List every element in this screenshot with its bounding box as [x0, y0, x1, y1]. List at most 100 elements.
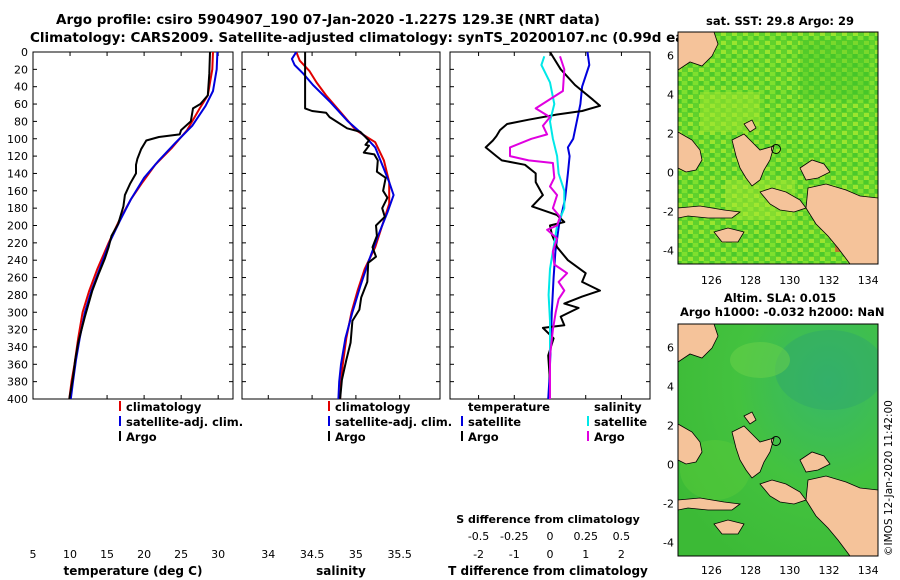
sst-map-frame — [677, 31, 879, 265]
lat-tick-label: 0 — [667, 458, 674, 471]
x-tick-label: 2 — [618, 548, 625, 561]
legend-label-temperature-argo: Argo — [468, 430, 499, 444]
lon-tick-label: 128 — [740, 564, 761, 577]
lon-tick-label: 126 — [701, 274, 722, 287]
x-tick-label: 34.5 — [300, 548, 325, 561]
depth-tick-label: 280 — [7, 289, 28, 302]
depth-tick-label: 200 — [7, 220, 28, 233]
x-tick-label: 35 — [349, 548, 363, 561]
depth-tick-label: 220 — [7, 237, 28, 250]
legend-label-salinity-satellite: satellite — [594, 415, 647, 429]
series-line-temperature-satellite — [547, 52, 591, 399]
t-difference-xlabel: T difference from climatology — [448, 564, 648, 578]
depth-tick-label: 180 — [7, 202, 28, 215]
legend-title-salinity: salinity — [594, 400, 642, 414]
land-masses — [678, 32, 878, 264]
temperature-panel-frame — [32, 51, 234, 400]
depth-tick-label: 300 — [7, 306, 28, 319]
legend-label-satellite: satellite-adj. clim. — [335, 415, 452, 429]
plot-title-line1: Argo profile: csiro 5904907_190 07-Jan-2… — [56, 12, 600, 28]
x-tick-label: 34 — [261, 548, 275, 561]
x-tick-label: 20 — [137, 548, 151, 561]
temperature-legend: climatology satellite-adj. clim. Argo — [119, 400, 243, 444]
lon-tick-label: 126 — [701, 564, 722, 577]
series-line-argo — [68, 52, 211, 399]
depth-tick-label: 0 — [21, 46, 28, 59]
x-tick-label: 10 — [63, 548, 77, 561]
sst-map — [678, 32, 878, 264]
x-tick-label: 0 — [547, 548, 554, 561]
x2-tick-label: 0.5 — [613, 530, 631, 543]
series-line-salinity-satellite — [540, 55, 566, 399]
series-line-satellite-adj-clim- — [290, 52, 395, 399]
series-line-argo — [304, 52, 389, 399]
lat-tick-label: 2 — [667, 419, 674, 432]
x-tick-label: 35.5 — [387, 548, 412, 561]
lat-tick-label: -4 — [663, 536, 674, 549]
lon-tick-label: 132 — [818, 564, 839, 577]
depth-tick-label: 260 — [7, 272, 28, 285]
lon-tick-label: 130 — [779, 564, 800, 577]
depth-tick-label: 80 — [14, 115, 28, 128]
sla-map — [678, 324, 878, 556]
legend-label-satellite: satellite-adj. clim. — [126, 415, 243, 429]
lat-tick-label: -2 — [663, 497, 674, 510]
sla-map-title-2: Argo h1000: -0.032 h2000: NaN — [680, 305, 885, 319]
lat-tick-label: 0 — [667, 166, 674, 179]
legend-label-argo: Argo — [126, 430, 157, 444]
legend-title-temperature: temperature — [468, 400, 550, 414]
depth-tick-label: 60 — [14, 98, 28, 111]
depth-tick-label: 360 — [7, 358, 28, 371]
lat-tick-label: 2 — [667, 127, 674, 140]
difference-legend: temperature satellite Argo salinity sate… — [461, 400, 647, 444]
lat-tick-label: 4 — [667, 380, 674, 393]
legend-label-temperature-satellite: satellite — [468, 415, 521, 429]
lon-tick-label: 134 — [858, 564, 879, 577]
salinity-xlabel: salinity — [316, 564, 366, 578]
sla-map-title: Altim. SLA: 0.015 — [723, 291, 837, 305]
depth-tick-label: 400 — [7, 393, 28, 406]
depth-tick-label: 140 — [7, 167, 28, 180]
legend-label-climatology: climatology — [335, 400, 411, 414]
legend-label-salinity-argo: Argo — [594, 430, 625, 444]
lat-tick-label: 6 — [667, 341, 674, 354]
lon-tick-label: 130 — [779, 274, 800, 287]
x2-tick-label: 0 — [547, 530, 554, 543]
depth-tick-label: 100 — [7, 133, 28, 146]
sst-map-title: sat. SST: 29.8 Argo: 29 — [705, 14, 855, 28]
sla-map-frame — [677, 323, 879, 557]
lon-tick-label: 128 — [740, 274, 761, 287]
depth-tick-label: 240 — [7, 254, 28, 267]
lat-tick-label: 6 — [667, 49, 674, 62]
lon-tick-label: 132 — [818, 274, 839, 287]
argo-position-marker — [771, 144, 781, 154]
x-tick-label: 1 — [582, 548, 589, 561]
lat-tick-label: -2 — [663, 205, 674, 218]
x-tick-label: 5 — [30, 548, 37, 561]
s-difference-xlabel: S difference from climatology — [456, 513, 640, 526]
depth-tick-label: 320 — [7, 324, 28, 337]
depth-tick-label: 20 — [14, 63, 28, 76]
depth-tick-label: 120 — [7, 150, 28, 163]
depth-tick-label: 340 — [7, 341, 28, 354]
legend-label-argo: Argo — [335, 430, 366, 444]
argo-position-marker — [771, 436, 781, 446]
temperature-xlabel: temperature (deg C) — [64, 564, 203, 578]
x-tick-label: 15 — [100, 548, 114, 561]
depth-tick-label: 380 — [7, 376, 28, 389]
x-tick-label: -1 — [509, 548, 520, 561]
x-tick-label: 25 — [174, 548, 188, 561]
land-masses — [678, 324, 878, 556]
depth-tick-label: 40 — [14, 81, 28, 94]
lon-tick-label: 134 — [858, 274, 879, 287]
lat-tick-label: 4 — [667, 88, 674, 101]
legend-label-climatology: climatology — [126, 400, 202, 414]
salinity-panel-frame — [241, 51, 441, 400]
x2-tick-label: -0.5 — [468, 530, 489, 543]
x2-tick-label: 0.25 — [573, 530, 598, 543]
x-tick-label: 30 — [211, 548, 225, 561]
salinity-legend: climatology satellite-adj. clim. Argo — [328, 400, 452, 444]
x-tick-label: -2 — [473, 548, 484, 561]
lat-tick-label: -4 — [663, 244, 674, 257]
